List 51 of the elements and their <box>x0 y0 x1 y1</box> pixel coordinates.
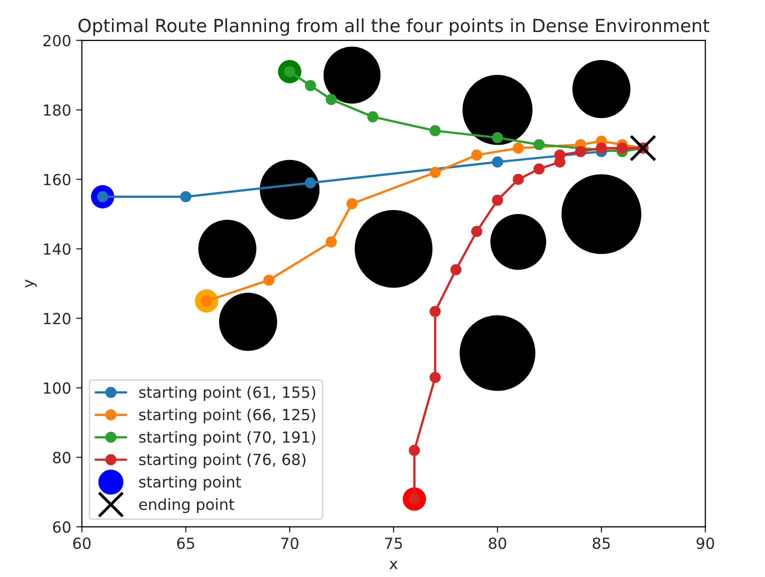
chart-title: Optimal Route Planning from all the four points in Dense Environment <box>78 18 710 36</box>
x-tick-label: 85 <box>592 537 610 550</box>
point <box>346 198 358 210</box>
point <box>492 194 504 206</box>
point <box>492 156 504 168</box>
point <box>616 142 628 154</box>
point <box>430 306 441 317</box>
legend-label: starting point (66, 125) <box>139 408 316 424</box>
point <box>430 125 441 136</box>
legend-label: starting point (61, 155) <box>139 386 316 401</box>
y-tick-label: 100 <box>44 382 70 394</box>
point <box>534 163 545 174</box>
legend-label: ending point <box>139 498 234 514</box>
point <box>596 142 607 154</box>
x-tick-label: 75 <box>385 538 402 550</box>
point <box>367 111 378 122</box>
point <box>430 372 441 383</box>
point <box>304 80 316 92</box>
y-tick-label: 140 <box>44 243 70 255</box>
point <box>471 149 482 161</box>
legend-label: starting point (76, 68) <box>139 453 306 468</box>
x-axis-title: x <box>390 560 398 570</box>
point <box>492 132 504 144</box>
y-tick-label: 160 <box>44 174 70 186</box>
point <box>512 142 524 154</box>
x-tick-label: 70 <box>281 537 298 550</box>
point <box>326 236 337 248</box>
y-axis-title: y <box>25 280 37 288</box>
point <box>450 264 462 276</box>
point <box>512 174 524 185</box>
x-tick-label: 80 <box>488 537 506 550</box>
y-tick-label: 60 <box>53 521 70 533</box>
point <box>180 191 192 202</box>
y-tick-label: 200 <box>43 34 70 46</box>
x-tick-label: 65 <box>177 537 194 550</box>
x-tick-label: 60 <box>73 537 91 550</box>
point <box>575 146 586 158</box>
point <box>326 94 337 106</box>
point <box>304 177 316 188</box>
legend-label: starting point <box>139 476 242 491</box>
y-tick-label: 80 <box>53 452 70 464</box>
point <box>408 444 420 456</box>
point <box>630 134 656 162</box>
legend-label: starting point (70, 191) <box>139 430 316 446</box>
point <box>471 226 482 238</box>
point <box>534 139 545 150</box>
x-tick-label: 90 <box>696 537 714 550</box>
point <box>430 166 441 178</box>
y-tick-label: 120 <box>44 312 70 324</box>
point <box>263 274 274 286</box>
y-tick-label: 180 <box>44 104 70 116</box>
